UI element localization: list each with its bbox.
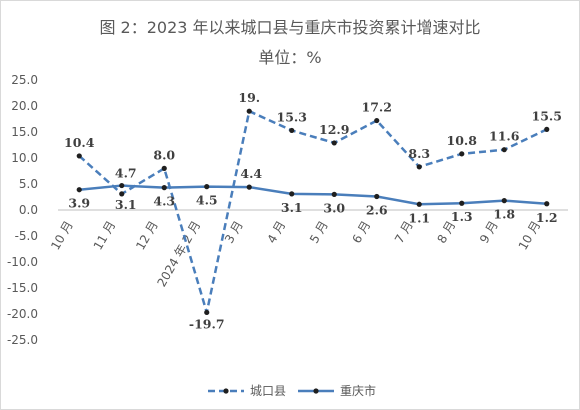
series-line-chongqing [79,184,547,206]
x-tick-label: 10 月 [48,219,76,253]
data-point [246,184,252,190]
y-tick-label: 0.0 [19,203,38,217]
data-point [289,127,295,134]
y-tick-label: -5.0 [15,229,38,243]
series-line-chengkou [78,109,548,314]
y-tick-label: 5.0 [19,177,38,191]
data-label-chengkou: 8.3 [408,146,430,161]
data-point [331,191,337,197]
y-tick-label: -20.0 [7,307,38,321]
data-point [374,193,380,200]
data-label-chongqing: 2.6 [366,202,388,217]
data-label-chongqing: 4.4 [240,166,262,181]
data-label-chongqing: 3.0 [323,200,345,215]
data-point [459,151,465,157]
data-label-chongqing: 1.8 [493,207,515,222]
data-label-chengkou: 8.0 [153,147,175,162]
data-point [161,185,167,191]
data-label-chongqing: 1.1 [408,210,430,225]
legend-marker-chongqing [313,388,319,394]
data-label-chengkou: -19.7 [189,316,225,331]
data-point [204,184,210,190]
y-tick-label: -10.0 [7,255,38,269]
x-tick-label: 4 月 [264,219,288,246]
data-label-chengkou: 15.5 [532,108,562,123]
data-point [416,201,422,207]
legend-label-chengkou: 城口县 [250,384,286,398]
x-tick-label: 6 月 [349,219,373,246]
data-point [374,117,380,124]
data-label-chongqing: 3.1 [281,200,303,215]
data-point [246,108,252,114]
data-point [161,165,167,171]
data-label-chengkou: 12.9 [319,122,349,137]
y-tick-label: 25.0 [11,73,38,87]
y-tick-label: -15.0 [7,281,38,295]
data-point [501,147,507,153]
data-point [544,201,550,207]
data-label-chengkou: 10.8 [447,133,478,148]
data-point [119,182,125,189]
data-label-chengkou: 11.6 [489,129,520,144]
x-tick-label: 11 月 [91,219,119,253]
y-tick-label: 15.0 [11,125,38,139]
data-label-chengkou: 3.1 [115,197,137,212]
data-label-chengkou: 17.2 [362,100,392,115]
x-tick-label: 3 月 [222,219,246,246]
data-point [544,126,550,132]
data-label-chongqing: 1.2 [536,210,558,225]
data-point [204,309,210,316]
y-tick-label: 10.0 [11,151,38,165]
data-label-chongqing: 3.9 [68,196,90,211]
data-point [416,164,422,170]
legend-marker-chengkou [223,388,229,394]
data-point [331,140,337,146]
data-point [459,200,465,206]
data-point [289,191,295,197]
data-label-chengkou: 15.3 [277,109,307,124]
data-label-chengkou: 10.4 [64,135,95,150]
y-tick-label: 20.0 [11,99,38,113]
data-label-chongqing: 4.3 [153,194,175,209]
chart-subtitle: 单位：% [258,48,322,67]
x-tick-label: 5 月 [307,219,331,246]
data-label-chongqing: 4.5 [196,193,218,208]
chart-title: 图 2：2023 年以来城口县与重庆市投资累计增速对比 [99,18,481,37]
data-point [119,191,125,197]
x-tick-label: 9 月 [477,219,501,246]
data-point [76,153,82,159]
data-label-chengkou: 19. [238,90,260,105]
data-point [501,198,507,204]
data-point [76,187,82,193]
data-label-chongqing: 1.3 [451,209,473,224]
x-tick-label: 12 月 [133,219,161,253]
data-label-chongqing: 4.7 [115,166,137,181]
legend-label-chongqing: 重庆市 [340,383,376,398]
y-tick-label: -25.0 [7,333,38,347]
